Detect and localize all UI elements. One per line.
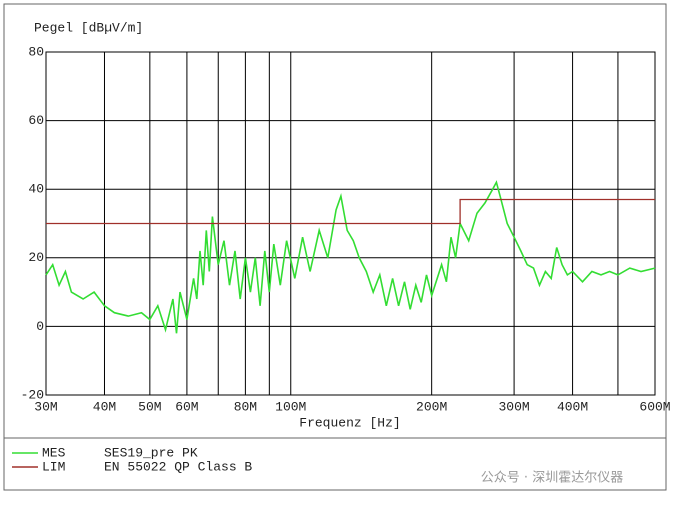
x-tick-label: 80M — [234, 399, 257, 414]
legend-label: MES — [42, 445, 66, 460]
frame — [3, 3, 667, 491]
y-axis-label: Pegel [dBµV/m] — [34, 20, 143, 35]
legend-description: EN 55022 QP Class B — [104, 459, 252, 474]
y-tick-label: 20 — [28, 250, 44, 265]
x-tick-label: 30M — [34, 399, 57, 414]
watermark: 公众号 · 深圳霍达尔仪器 — [481, 471, 623, 486]
x-tick-label: 600M — [639, 399, 670, 414]
x-tick-label: 300M — [498, 399, 529, 414]
x-axis-label: Frequenz [Hz] — [299, 415, 400, 430]
x-tick-label: 100M — [275, 399, 306, 414]
x-tick-label: 200M — [416, 399, 447, 414]
x-tick-label: 400M — [557, 399, 588, 414]
series-line — [45, 180, 656, 334]
legend-description: SES19_pre PK — [104, 445, 198, 460]
y-tick-label: 40 — [28, 182, 44, 197]
y-tick-label: 0 — [36, 319, 44, 334]
x-tick-label: 50M — [138, 399, 161, 414]
y-tick-label: -20 — [21, 387, 44, 402]
x-tick-label: 40M — [93, 399, 116, 414]
legend-label: LIM — [42, 459, 65, 474]
y-tick-label: 80 — [28, 44, 44, 59]
x-tick-label: 60M — [175, 399, 198, 414]
y-tick-label: 60 — [28, 113, 44, 128]
series-line — [46, 198, 655, 225]
